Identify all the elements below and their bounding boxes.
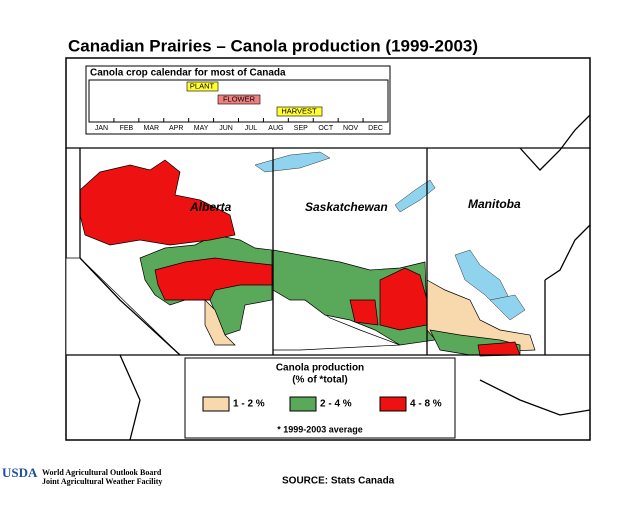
border xyxy=(79,257,181,356)
border xyxy=(544,224,591,281)
legend-label: 4 - 8 % xyxy=(410,399,442,410)
legend-swatch xyxy=(379,396,407,412)
legend-label: 2 - 4 % xyxy=(320,399,352,410)
month-label: FEB xyxy=(120,125,134,132)
org-line: Joint Agricultural Weather Facility xyxy=(42,477,162,486)
border xyxy=(119,354,141,441)
legend-title: Canola production xyxy=(276,363,364,374)
stage-bar xyxy=(217,94,261,105)
stage-label: FLOWER xyxy=(223,94,256,103)
lake xyxy=(394,179,436,213)
month-label: JUN xyxy=(219,125,233,132)
stage-label: HARVEST xyxy=(281,106,317,115)
stage-bar xyxy=(276,106,323,117)
calendar-title: Canola crop calendar for most of Canada xyxy=(90,68,286,79)
region-fill xyxy=(204,299,236,346)
month-label: MAR xyxy=(144,125,160,132)
region-label: Saskatchewan xyxy=(305,200,388,214)
legend: Canola production (% of *total) 1 - 2 % 2… xyxy=(184,357,456,439)
month-label: APR xyxy=(169,125,183,132)
coast xyxy=(519,114,591,171)
lake xyxy=(489,294,526,321)
region-fill xyxy=(154,257,273,301)
region-label: Manitoba xyxy=(468,197,521,211)
lake xyxy=(254,151,331,173)
source: SOURCE: Stats Canada xyxy=(282,476,395,487)
legend-swatch xyxy=(202,396,230,412)
calendar: Canola crop calendar for most of Canada … xyxy=(85,65,391,135)
region-fill xyxy=(349,299,379,326)
footer: USDA World Agricultural Outlook Board Jo… xyxy=(2,465,395,487)
legend-swatch xyxy=(289,396,317,412)
month-label: SEP xyxy=(294,125,308,132)
legend-note: * 1999-2003 average xyxy=(277,424,363,434)
month-label: NOV xyxy=(343,125,359,132)
region-fill xyxy=(79,159,236,246)
stage-bar xyxy=(186,81,219,92)
legend-box xyxy=(184,357,456,439)
month-label: JUL xyxy=(245,125,258,132)
month-label: AUG xyxy=(268,125,283,132)
legend-subtitle: (% of *total) xyxy=(292,375,348,386)
region-label: Alberta xyxy=(189,200,232,214)
region-fill xyxy=(379,267,428,331)
logo: USDA xyxy=(2,465,38,480)
title: Canadian Prairies – Canola production (1… xyxy=(68,36,478,55)
month-label: DEC xyxy=(368,125,383,132)
month-label: JAN xyxy=(95,125,108,132)
month-label: OCT xyxy=(318,125,334,132)
stage-label: PLANT xyxy=(190,81,215,90)
org-line: World Agricultural Outlook Board xyxy=(42,468,162,477)
legend-label: 1 - 2 % xyxy=(233,399,265,410)
border xyxy=(479,379,591,416)
month-label: MAY xyxy=(194,125,209,132)
